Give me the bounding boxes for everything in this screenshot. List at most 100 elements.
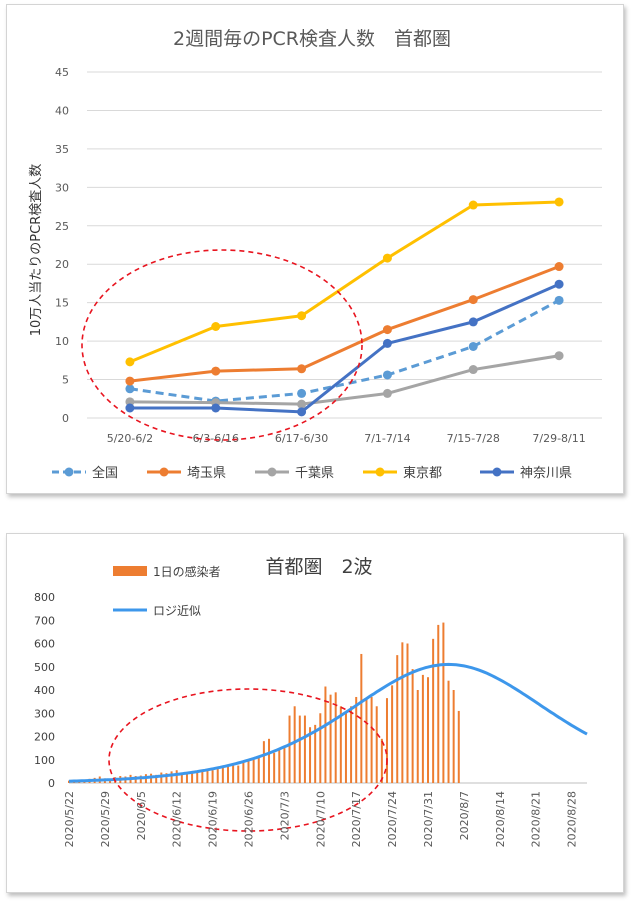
y-tick-label: 35 (55, 143, 69, 156)
legend-label: 埼玉県 (187, 466, 226, 481)
y-tick-label: 700 (34, 614, 55, 627)
case-bar (452, 690, 455, 783)
x-tick-label: 7/1-7/14 (364, 432, 410, 445)
case-bar (303, 715, 306, 783)
case-bar (185, 771, 188, 783)
case-bar (309, 727, 312, 783)
case-bar (416, 690, 419, 783)
case-bar (432, 638, 435, 783)
x-tick-label: 6/3-6/16 (193, 432, 239, 445)
x-tick-label: 2020/6/19 (207, 791, 220, 847)
case-bar (344, 713, 347, 783)
x-tick-label: 2020/7/24 (386, 791, 399, 847)
data-point (297, 407, 307, 417)
series-line-埼玉県 (129, 265, 560, 383)
x-tick-label: 2020/8/7 (458, 791, 471, 840)
case-bar (355, 696, 358, 783)
y-tick-label: 10 (55, 335, 69, 348)
data-point (297, 399, 307, 409)
case-bar (247, 759, 250, 783)
x-tick: 2020/8/28 (566, 791, 579, 847)
legend-bar-swatch (113, 566, 147, 576)
case-bar (273, 752, 276, 783)
x-tick: 2020/7/17 (350, 791, 363, 847)
data-point (382, 388, 392, 398)
x-tick-label: 2020/6/12 (171, 791, 184, 847)
case-bar (170, 771, 173, 783)
legend-label: 神奈川県 (520, 466, 572, 481)
data-point (382, 325, 392, 335)
case-bar (391, 685, 394, 783)
case-bar (257, 757, 260, 783)
series-line-東京都 (129, 200, 560, 364)
cases-bar-chart: 首都圏 2波 0 100 200 300 400 500 600 700 800 2020/5/… (34, 556, 588, 847)
series-line-全国 (129, 299, 560, 403)
data-point (468, 341, 478, 351)
series-line-千葉県 (129, 354, 560, 406)
case-bar (268, 738, 271, 783)
x-tick-label: 2020/7/31 (422, 791, 435, 847)
case-bar (160, 772, 163, 783)
x-tick-label: 7/15-7/28 (447, 432, 500, 445)
x-tick-label: 5/20-6/2 (107, 432, 153, 445)
case-bar (278, 748, 281, 783)
case-bar (421, 674, 424, 783)
data-point (554, 262, 564, 272)
case-bar (68, 780, 70, 783)
x-tick: 2020/7/31 (422, 791, 435, 847)
logistic-fit-curve (68, 662, 588, 783)
x-tick-label: 2020/8/28 (566, 791, 579, 847)
case-bar (324, 686, 327, 783)
x-tick-label: 7/29-8/11 (532, 432, 585, 445)
x-tick: 2020/6/12 (171, 791, 184, 847)
y-tick-label: 30 (55, 181, 69, 194)
y-tick-label: 15 (55, 297, 69, 310)
chart-title: 2週間毎のPCR検査人数 首都圏 (173, 28, 451, 50)
highlight-ellipse (81, 249, 363, 441)
x-tick: 2020/8/14 (494, 791, 507, 847)
y-tick-label: 600 (34, 638, 55, 651)
data-point (554, 279, 564, 289)
case-bar (319, 713, 322, 783)
case-bar (252, 758, 255, 783)
case-bar (396, 655, 399, 783)
case-bar (360, 653, 363, 783)
data-point (297, 388, 307, 398)
case-bar (221, 766, 224, 783)
legend-marker (159, 467, 169, 477)
case-bar (201, 769, 204, 783)
case-bar (334, 692, 337, 783)
case-bar (155, 774, 158, 783)
x-tick: 2020/6/26 (243, 791, 256, 847)
x-tick-label: 2020/6/5 (135, 791, 148, 840)
data-point (554, 295, 564, 305)
legend-label: 千葉県 (295, 466, 334, 481)
data-point (468, 365, 478, 375)
x-tick: 2020/6/5 (135, 791, 148, 840)
gridlines (87, 71, 602, 419)
y-tick-label: 100 (34, 754, 55, 767)
data-point (554, 197, 564, 207)
legend-label: 東京都 (403, 465, 442, 481)
data-point (468, 317, 478, 327)
x-tick-label: 2020/8/21 (530, 791, 543, 847)
x-tick-labels: 5/20-6/2 6/3-6/16 6/17-6/30 7/1-7/14 7/15-7/… (107, 432, 586, 445)
x-tick-label: 6/17-6/30 (275, 432, 328, 445)
y-tick-label: 5 (62, 374, 69, 387)
legend-label: 全国 (92, 465, 118, 481)
x-tick-label: 2020/5/22 (63, 791, 76, 847)
case-bar (180, 772, 183, 783)
case-bar (385, 698, 388, 783)
case-bar (380, 738, 383, 783)
y-axis-label: 10万人当たりのPCR検査人数 (29, 164, 44, 337)
x-tick: 2020/6/19 (207, 791, 220, 847)
data-point (211, 366, 221, 376)
legend-label: ロジ近似 (153, 604, 201, 618)
data-point (382, 370, 392, 380)
case-bar (457, 710, 460, 783)
y-tick-label: 800 (34, 591, 55, 604)
case-bar (370, 696, 373, 783)
x-tick: 2020/5/22 (63, 791, 76, 847)
y-tick-labels: 0 100 200 300 400 500 600 700 800 (34, 591, 55, 790)
